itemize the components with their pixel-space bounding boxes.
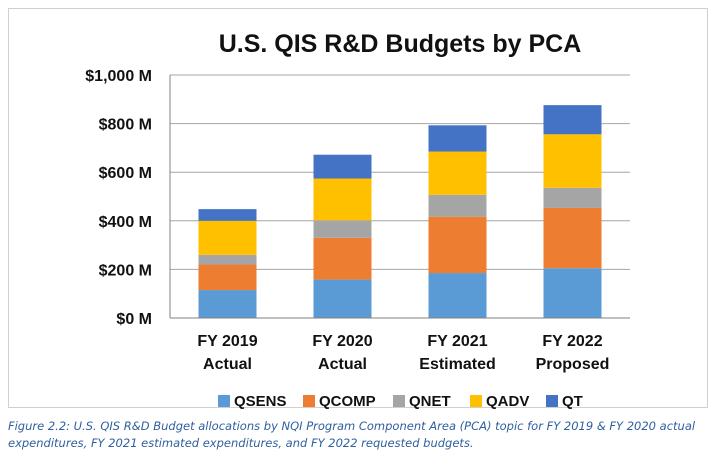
legend-swatch-qadv	[470, 395, 482, 407]
bar-qadv	[198, 220, 257, 255]
x-tick-label: FY 2020	[312, 333, 372, 350]
bar-qsens	[313, 279, 372, 318]
bar-qadv	[428, 151, 487, 195]
x-tick-label: Estimated	[419, 356, 495, 373]
y-tick-label: $1,000 M	[85, 68, 152, 85]
y-tick-label: $800 M	[99, 117, 152, 134]
chart: U.S. QIS R&D Budgets by PCA $0 M $200 M $40…	[85, 30, 630, 410]
bar-qcomp	[313, 237, 372, 280]
bar-qsens	[543, 268, 602, 318]
bar-qsens	[428, 273, 487, 318]
legend-label-qt: QT	[562, 393, 583, 410]
bar-qnet	[428, 194, 487, 217]
x-tick-label: Actual	[318, 356, 367, 373]
bar-qt	[543, 105, 602, 135]
x-tick-label: FY 2022	[542, 333, 602, 350]
bar-qadv	[543, 134, 602, 188]
bar-qnet	[543, 187, 602, 208]
figure-caption: Figure 2.2: U.S. QIS R&D Budget allocati…	[8, 419, 696, 450]
x-tick-label: Proposed	[536, 356, 610, 373]
x-tick-label: FY 2021	[427, 333, 487, 350]
bar-qt	[313, 154, 372, 179]
y-tick-label: $0 M	[116, 311, 152, 328]
bar-qadv	[313, 178, 372, 221]
y-tick-label: $200 M	[99, 262, 152, 279]
bar-qnet	[313, 220, 372, 238]
legend-swatch-qnet	[393, 395, 405, 407]
bar-qcomp	[428, 216, 487, 274]
x-tick-label: FY 2019	[197, 333, 257, 350]
bar-qcomp	[198, 264, 257, 291]
legend-label-qcomp: QCOMP	[319, 393, 376, 410]
y-tick-label: $600 M	[99, 165, 152, 182]
legend-swatch-qcomp	[303, 395, 315, 407]
legend-swatch-qt	[546, 395, 558, 407]
x-tick-label: Actual	[203, 356, 252, 373]
y-tick-label: $400 M	[99, 214, 152, 231]
legend-label-qadv: QADV	[486, 393, 529, 410]
legend-label-qsens: QSENS	[234, 393, 287, 410]
legend-label-qnet: QNET	[409, 393, 451, 410]
bar-qt	[198, 209, 257, 221]
legend-swatch-qsens	[218, 395, 230, 407]
bar-qsens	[198, 290, 257, 318]
bar-qt	[428, 125, 487, 152]
bar-qnet	[198, 254, 257, 265]
bar-qcomp	[543, 207, 602, 269]
chart-title: U.S. QIS R&D Budgets by PCA	[219, 30, 582, 58]
